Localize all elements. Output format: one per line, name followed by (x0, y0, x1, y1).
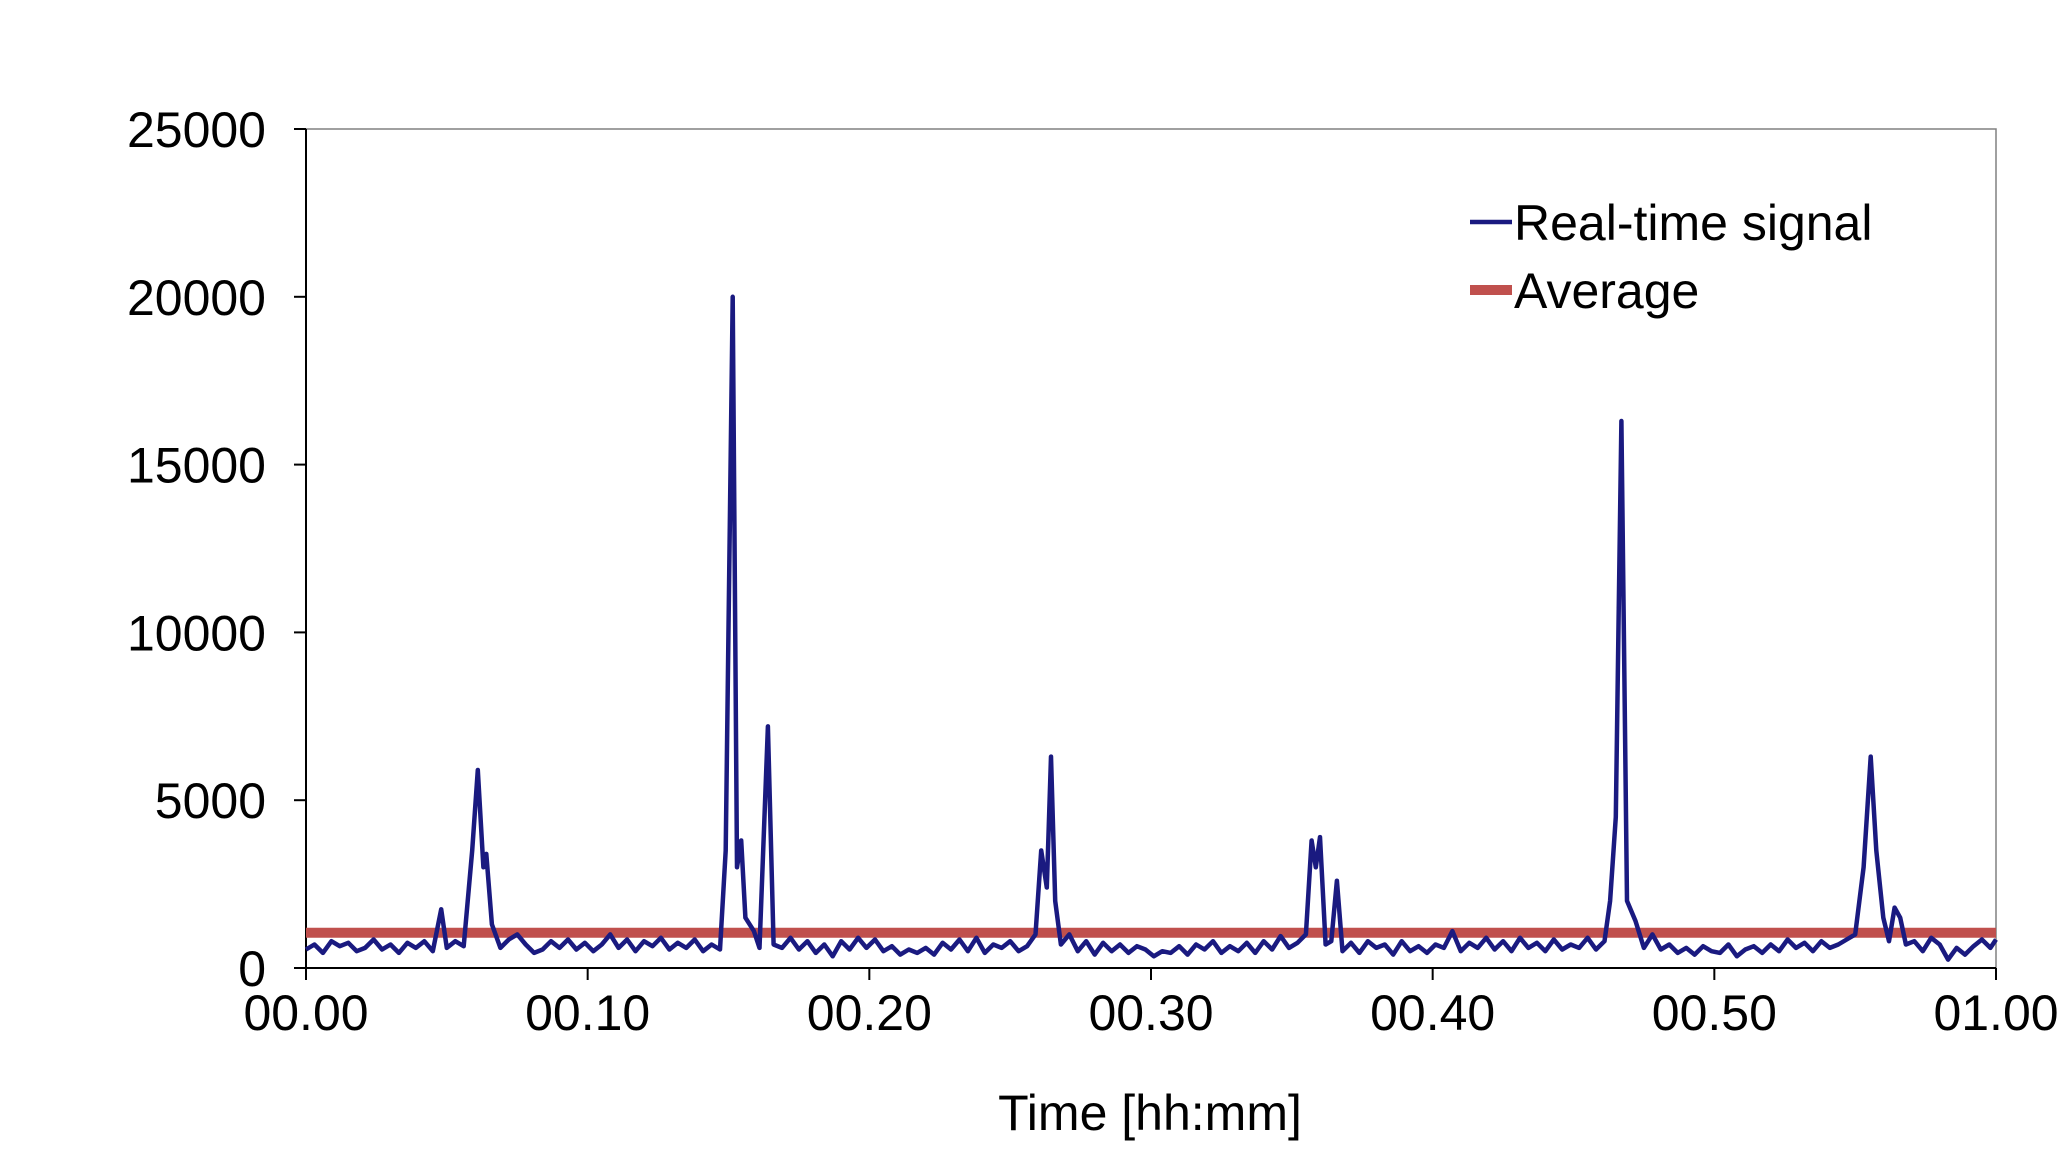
legend-label: Average (1514, 263, 1699, 319)
y-tick-label: 15000 (127, 438, 266, 494)
x-tick-label: 00.40 (1370, 985, 1495, 1041)
x-tick-label: 00.50 (1652, 985, 1777, 1041)
series-line-real-time-signal (304, 294, 1998, 962)
y-axis: 0 5000 10000 15000 20000 25000 (127, 102, 307, 997)
x-axis-title: Time [hh:mm] (998, 1085, 1302, 1141)
y-tick-label: 5000 (155, 773, 266, 829)
y-tick-label: 25000 (127, 102, 266, 158)
x-tick-label: 01.00 (1933, 985, 2058, 1041)
legend-item-real-time-signal: Real-time signal (1470, 195, 1872, 251)
legend: Real-time signal Average (1470, 195, 1872, 319)
x-tick-label: 00.00 (243, 985, 368, 1041)
series-layer (304, 294, 1998, 962)
y-tick-label: 0 (238, 941, 266, 997)
x-tick-label: 00.20 (807, 985, 932, 1041)
legend-item-average: Average (1470, 263, 1699, 319)
x-tick-label: 00.10 (525, 985, 650, 1041)
x-axis: 00.00 00.10 00.20 00.30 00.40 00.50 01.00 (243, 967, 2059, 1041)
y-tick-label: 20000 (127, 270, 266, 326)
y-tick-label: 10000 (127, 605, 266, 661)
legend-label: Real-time signal (1514, 195, 1872, 251)
x-tick-label: 00.30 (1088, 985, 1213, 1041)
